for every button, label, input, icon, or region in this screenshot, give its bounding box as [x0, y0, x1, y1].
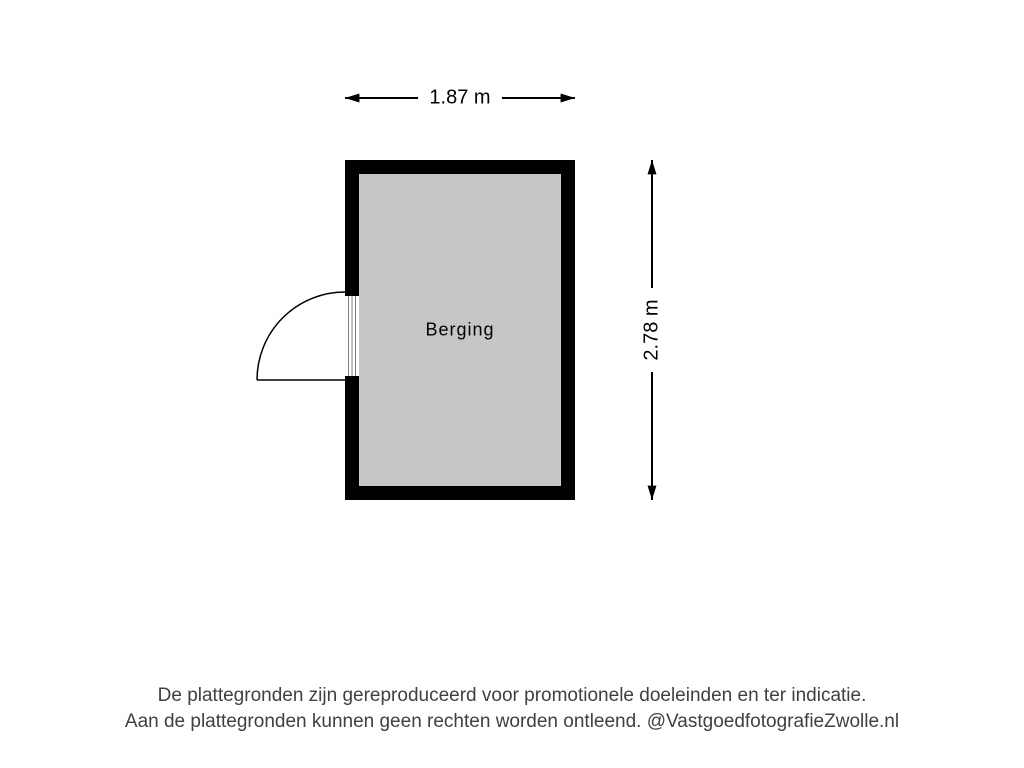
height-dim-label: 2.78 m	[641, 299, 664, 360]
height-dim-arrow-top	[648, 160, 657, 174]
disclaimer-line2: Aan de plattegronden kunnen geen rechten…	[125, 711, 899, 733]
width-dim-arrow-right	[561, 94, 575, 103]
room-label: Berging	[425, 320, 494, 341]
disclaimer-line1: De plattegronden zijn gereproduceerd voo…	[158, 685, 867, 707]
floorplan-stage: Berging 1.87 m 2.78 m De plattegronden z…	[0, 0, 1024, 768]
width-dim-arrow-left	[345, 94, 359, 103]
door-threshold	[345, 292, 359, 380]
door-swing	[257, 292, 345, 380]
width-dim-label: 1.87 m	[429, 87, 490, 110]
door-swing-arc	[257, 292, 345, 380]
height-dim-arrow-bottom	[648, 486, 657, 500]
